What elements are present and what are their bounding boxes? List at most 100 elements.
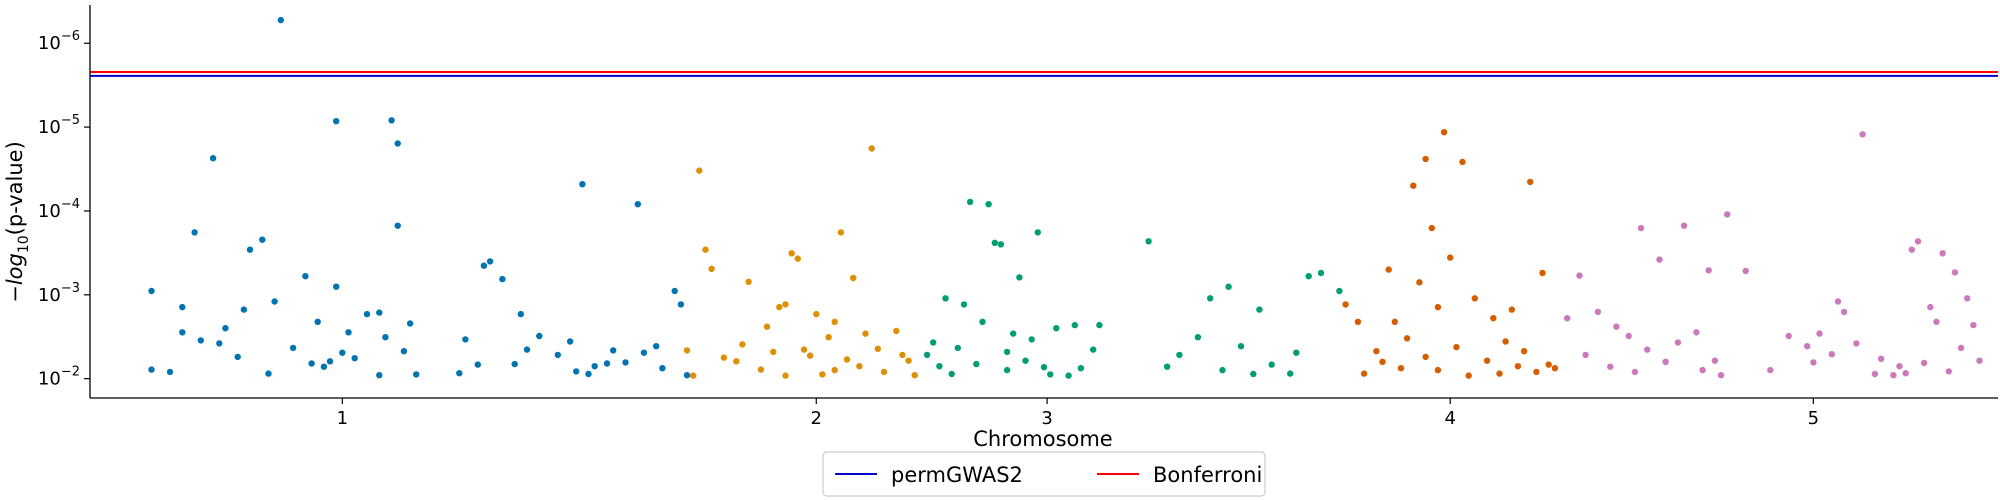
data-point (1077, 365, 1085, 372)
data-point (1582, 351, 1589, 359)
data-point (837, 229, 845, 236)
data-point (1970, 321, 1977, 329)
data-point (573, 368, 580, 375)
data-point (1674, 339, 1682, 346)
y-axis-label-subscript: 10 (16, 235, 32, 253)
data-point (1939, 250, 1946, 257)
y-tick-label: 10−3 (38, 281, 80, 306)
data-point (222, 325, 229, 332)
data-point (776, 303, 783, 311)
data-point (1877, 355, 1885, 362)
y-tick-label: 10−6 (38, 29, 80, 54)
data-point (1354, 318, 1362, 325)
data-point (1545, 361, 1552, 368)
data-point (603, 360, 611, 367)
data-point (1853, 340, 1860, 347)
data-point (1607, 363, 1614, 370)
data-point (874, 345, 881, 352)
data-point (1576, 272, 1583, 279)
data-point (1053, 325, 1060, 332)
data-point (1287, 370, 1294, 377)
data-point (197, 337, 204, 344)
data-point (1385, 266, 1392, 273)
data-point (757, 366, 765, 373)
data-point (1527, 178, 1534, 186)
data-point (1237, 343, 1245, 350)
data-point (1551, 365, 1559, 372)
y-tick-label: 10−5 (38, 113, 80, 138)
data-point (1514, 363, 1522, 370)
data-point (936, 363, 943, 370)
data-point (1705, 267, 1712, 274)
data-point (930, 339, 937, 346)
data-point (690, 372, 697, 379)
data-point (1810, 359, 1817, 366)
data-point (1447, 254, 1454, 261)
data-point (1256, 306, 1263, 313)
data-point (782, 301, 789, 308)
data-point (1453, 343, 1460, 351)
data-point (806, 352, 814, 359)
data-point (979, 318, 986, 325)
data-point (376, 372, 383, 379)
data-point (1016, 274, 1023, 281)
data-point (788, 250, 795, 257)
x-axis-label: Chromosome (973, 427, 1112, 451)
data-point (1834, 298, 1842, 305)
data-point (333, 118, 340, 125)
data-point (382, 334, 389, 341)
data-point (259, 236, 266, 243)
data-point (640, 349, 648, 356)
data-point (1699, 366, 1706, 374)
data-point (1250, 370, 1257, 378)
data-point (1902, 370, 1909, 377)
data-point (960, 301, 968, 308)
data-point (1003, 348, 1011, 356)
data-point (1040, 364, 1048, 371)
data-point (1828, 351, 1836, 358)
y-axis-label: −log10(p-value) (3, 141, 32, 303)
data-point (622, 359, 629, 366)
data-point (209, 155, 217, 162)
data-point (536, 332, 543, 340)
data-point (1804, 343, 1811, 350)
y-axis-label-suffix: (p-value) (3, 141, 27, 235)
data-point (480, 262, 488, 269)
data-point (868, 145, 875, 152)
data-point (1003, 366, 1011, 374)
data-point (517, 310, 524, 318)
data-point (696, 167, 703, 174)
data-point (825, 334, 832, 341)
data-point (1096, 321, 1103, 329)
data-point (1219, 366, 1226, 374)
data-point (1360, 370, 1368, 377)
data-point (345, 329, 352, 336)
data-point (923, 351, 931, 359)
data-point (1742, 267, 1749, 275)
y-tick-label: 10−4 (38, 197, 80, 222)
data-point (1816, 330, 1823, 337)
data-point (591, 363, 598, 370)
data-point (376, 309, 383, 316)
data-point (1422, 353, 1429, 361)
data-point (905, 357, 912, 364)
data-point (1717, 372, 1725, 379)
data-point (1403, 335, 1411, 342)
data-point (966, 198, 974, 206)
data-point (1871, 370, 1879, 378)
data-point (486, 258, 494, 265)
data-point (1022, 357, 1029, 364)
data-point (653, 343, 660, 350)
data-point (1483, 357, 1491, 364)
data-point (216, 340, 223, 347)
axes (89, 5, 1998, 399)
data-point (856, 363, 863, 370)
data-point (1010, 330, 1017, 337)
data-point (1920, 359, 1928, 367)
data-point (1465, 372, 1472, 379)
data-point (1539, 269, 1546, 277)
data-point (1594, 308, 1602, 316)
data-point (819, 371, 826, 378)
data-point (1533, 368, 1540, 376)
data-point (462, 336, 469, 343)
